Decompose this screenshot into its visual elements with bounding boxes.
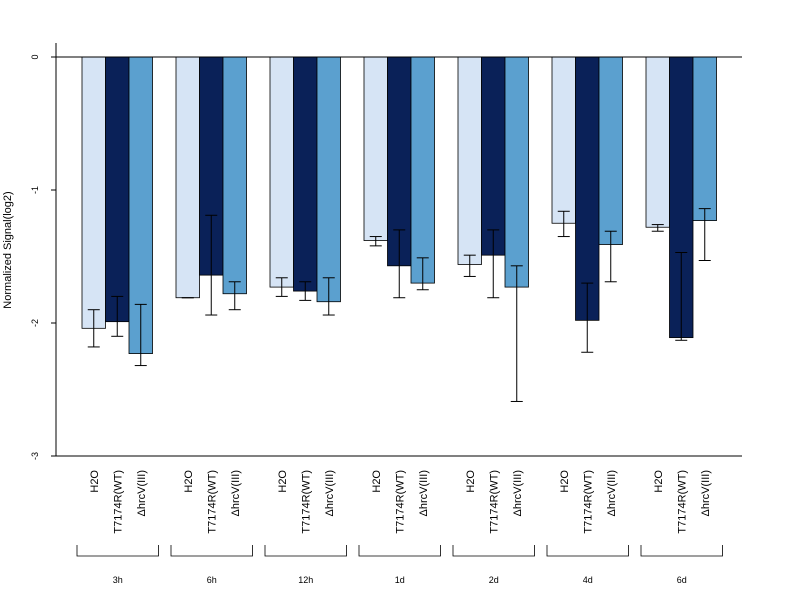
group-label: 4d [583, 575, 593, 585]
bar-4d-s0 [551, 56, 576, 224]
category-label: H2O [559, 470, 571, 493]
category-label: ΔhrcV(III) [700, 470, 712, 516]
category-label: H2O [653, 470, 665, 493]
bar-12h-s0 [269, 56, 294, 288]
category-label: T7174R(WT) [394, 470, 406, 534]
y-tick-label: -2 [30, 319, 40, 327]
bar-2d-s1 [481, 56, 506, 256]
bar-6h-s2 [222, 56, 247, 295]
group-bracket [452, 545, 535, 557]
group-label: 6d [677, 575, 687, 585]
bar-6d-s2 [692, 56, 717, 221]
category-label: T7174R(WT) [676, 470, 688, 534]
category-label: ΔhrcV(III) [230, 470, 242, 516]
bar-4d-s2 [598, 56, 623, 245]
bar-12h-s1 [293, 56, 318, 292]
category-label: ΔhrcV(III) [418, 470, 430, 516]
group-bracket [546, 545, 629, 557]
category-label: T7174R(WT) [112, 470, 124, 534]
group-bracket [76, 545, 159, 557]
category-label: T7174R(WT) [206, 470, 218, 534]
category-label: H2O [465, 470, 477, 493]
y-axis-title: Normalized Signal(log2) [2, 191, 14, 308]
group-bracket [640, 545, 723, 557]
bar-3h-s0 [81, 56, 106, 329]
category-label: ΔhrcV(III) [606, 470, 618, 516]
category-label: T7174R(WT) [488, 470, 500, 534]
group-label: 1d [395, 575, 405, 585]
category-label: ΔhrcV(III) [324, 470, 336, 516]
category-label: T7174R(WT) [300, 470, 312, 534]
group-bracket [264, 545, 347, 557]
category-label: ΔhrcV(III) [136, 470, 148, 516]
group-label: 6h [207, 575, 217, 585]
bar-2d-s0 [457, 56, 482, 265]
category-label: H2O [371, 470, 383, 493]
group-bracket [358, 545, 441, 557]
bar-12h-s2 [316, 56, 341, 303]
group-label: 3h [113, 575, 123, 585]
bar-2d-s2 [504, 56, 529, 288]
group-label: 12h [298, 575, 313, 585]
bar-6h-s0 [175, 56, 200, 299]
bar-4d-s1 [575, 56, 600, 321]
category-label: H2O [183, 470, 195, 493]
bar-3h-s1 [105, 56, 130, 323]
category-label: T7174R(WT) [582, 470, 594, 534]
y-tick-label: 0 [30, 54, 40, 59]
category-label: H2O [277, 470, 289, 493]
category-label: ΔhrcV(III) [512, 470, 524, 516]
group-label: 2d [489, 575, 499, 585]
y-tick-label: -3 [30, 452, 40, 460]
group-bracket [170, 545, 253, 557]
category-label: H2O [89, 470, 101, 493]
bar-6d-s0 [645, 56, 670, 228]
bar-1d-s2 [410, 56, 435, 284]
y-tick-label: -1 [30, 186, 40, 194]
bar-1d-s0 [363, 56, 388, 241]
